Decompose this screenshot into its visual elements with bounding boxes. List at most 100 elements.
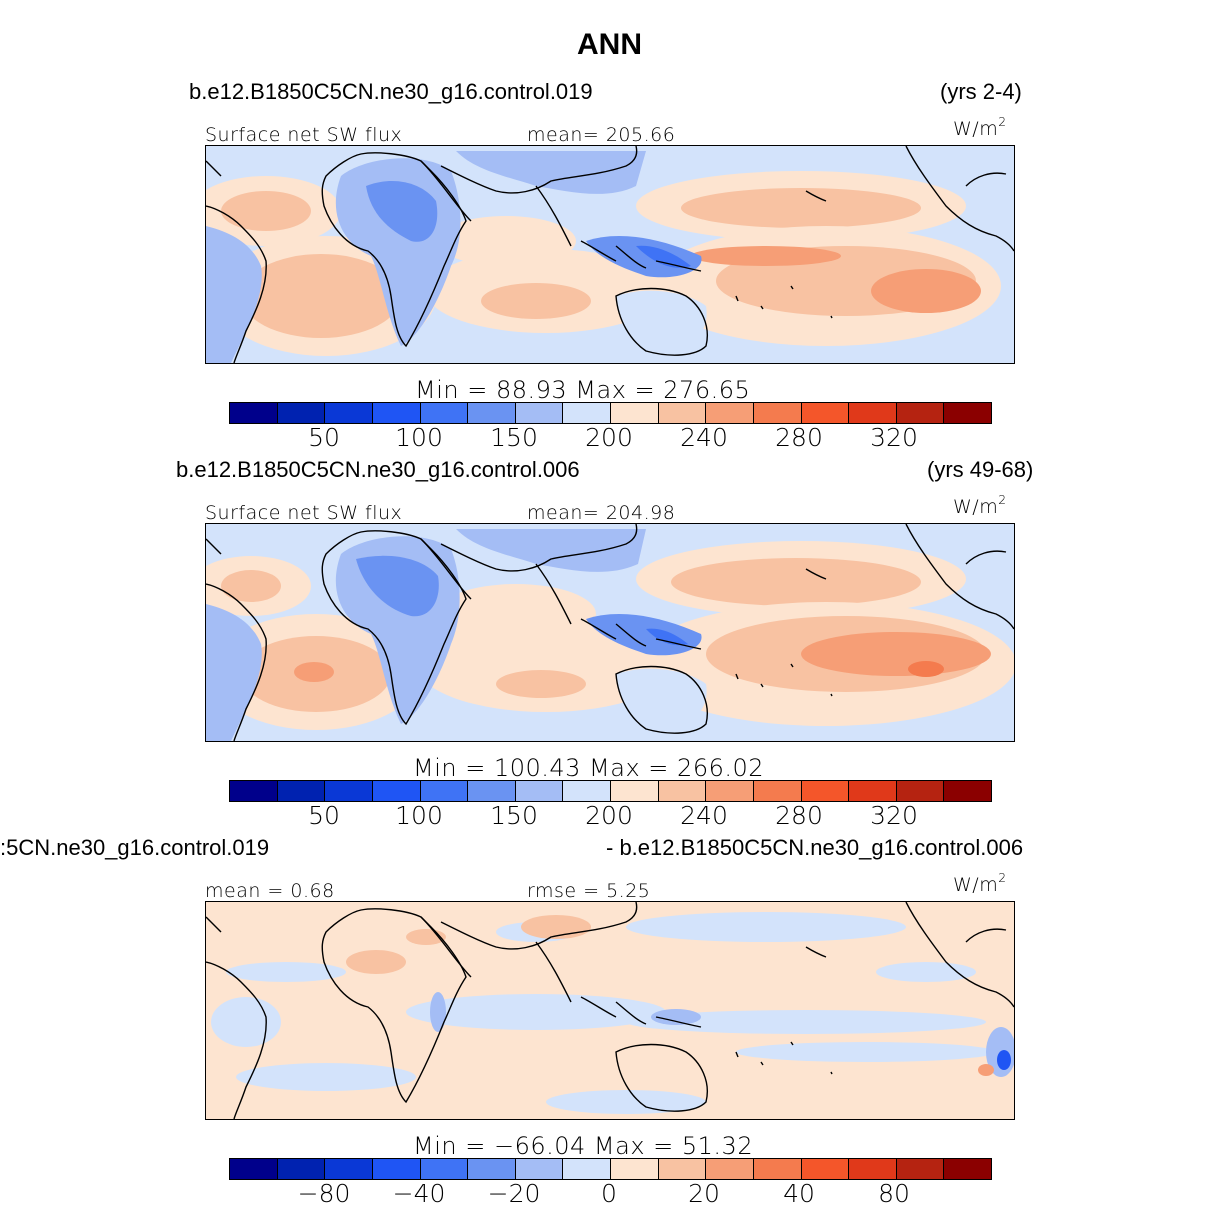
- panel-2-years: (yrs 49-68): [927, 457, 1034, 482]
- p1-cbar-box-8: [563, 403, 611, 423]
- p3-tick-7: 80: [878, 1179, 910, 1208]
- panel-2-map: [205, 523, 1015, 742]
- p2-cbar-box-16: [944, 781, 991, 801]
- p2-tick-3: 150: [490, 801, 538, 830]
- p2-tick-1: 50: [308, 801, 340, 830]
- p2-cbar-box-3: [325, 781, 373, 801]
- p1-cbar-box-1: [230, 403, 278, 423]
- p2-cbar-box-7: [515, 781, 564, 801]
- p3-cbar-box-6: [468, 1159, 516, 1179]
- panel-3-colorbar: [229, 1158, 992, 1180]
- panel-2-minmax: Min = 100.43 Max = 266.02: [413, 754, 765, 782]
- p1-cbar-box-2: [277, 403, 326, 423]
- p1-asia-low: [456, 151, 646, 194]
- p3-cbar-box-2: [277, 1159, 326, 1179]
- p3-cbar-box-10: [658, 1159, 707, 1179]
- p2-cbar-box-1: [230, 781, 278, 801]
- panel-3-case-right: - b.e12.B1850C5CN.ne30_g16.control.006: [606, 835, 1024, 860]
- p1-cbar-box-5: [420, 403, 469, 423]
- panel-3-map-svg: [206, 902, 1014, 1119]
- panel-3-case-left: :5CN.ne30_g16.control.019: [0, 835, 270, 860]
- p3-cbar-box-1: [230, 1159, 278, 1179]
- panel-2-colorbar: [229, 780, 992, 802]
- p1-cbar-box-12: [753, 403, 802, 423]
- p2-tick-7: 320: [870, 801, 918, 830]
- p2-cbar-box-10: [658, 781, 707, 801]
- p2-tick-5: 240: [680, 801, 728, 830]
- p3-cbar-box-7: [515, 1159, 564, 1179]
- p3-cbar-box-5: [420, 1159, 469, 1179]
- p2-cbar-box-5: [420, 781, 469, 801]
- p3-tick-4: 0: [601, 1179, 617, 1208]
- p3-cbar-box-9: [611, 1159, 659, 1179]
- p1-cbar-box-10: [658, 403, 707, 423]
- p2-cbar-box-4: [372, 781, 421, 801]
- panel-3-map: [205, 901, 1015, 1120]
- p1-tick-6: 280: [775, 423, 823, 452]
- p2-maritime-low: [586, 614, 702, 656]
- p1-cbar-box-3: [325, 403, 373, 423]
- p1-tick-2: 100: [395, 423, 443, 452]
- p1-cbar-box-7: [515, 403, 564, 423]
- p1-tick-1: 50: [308, 423, 340, 452]
- panel-1-case-name: b.e12.B1850C5CN.ne30_g16.control.019: [189, 79, 593, 104]
- panel-1-mean: mean= 205.66: [527, 124, 676, 146]
- p2-field-arabian: [436, 584, 596, 644]
- p3-tick-3: −20: [487, 1179, 541, 1208]
- p1-tick-5: 240: [680, 423, 728, 452]
- page-title: ANN: [577, 28, 642, 61]
- p2-cbar-box-6: [468, 781, 516, 801]
- p1-cbar-box-16: [944, 403, 991, 423]
- p1-tick-3: 150: [490, 423, 538, 452]
- p1-cbar-box-11: [706, 403, 754, 423]
- p2-cbar-box-13: [801, 781, 850, 801]
- p2-samerica: [206, 604, 262, 741]
- p2-cbar-box-12: [753, 781, 802, 801]
- panel-3-mean: mean = 0.68: [205, 880, 335, 902]
- p1-cbar-box-13: [801, 403, 850, 423]
- p3-cbar-box-8: [563, 1159, 611, 1179]
- panel-1-variable: Surface net SW flux: [205, 124, 403, 146]
- panel-1-minmax: Min = 88.93 Max = 276.65: [415, 376, 751, 404]
- panel-1-colorbar: [229, 402, 992, 424]
- p3-cbar-box-16: [944, 1159, 991, 1179]
- p1-cbar-box-6: [468, 403, 516, 423]
- p1-samerica: [206, 226, 262, 363]
- p3-tick-5: 20: [688, 1179, 720, 1208]
- p3-cbar-box-12: [753, 1159, 802, 1179]
- panel-2-variable: Surface net SW flux: [205, 502, 403, 524]
- p2-cbar-box-2: [277, 781, 326, 801]
- p2-cbar-box-9: [611, 781, 659, 801]
- p2-cbar-box-11: [706, 781, 754, 801]
- p1-cbar-box-14: [849, 403, 897, 423]
- p2-tick-6: 280: [775, 801, 823, 830]
- p1-tick-7: 320: [870, 423, 918, 452]
- p2-cbar-box-8: [563, 781, 611, 801]
- p1-cbar-box-9: [611, 403, 659, 423]
- p2-tick-2: 100: [395, 801, 443, 830]
- p3-field-1: [406, 994, 666, 1030]
- p1-field-arabian: [436, 216, 576, 266]
- p3-cbar-box-14: [849, 1159, 897, 1179]
- panel-1-units: W/m2: [953, 115, 1007, 140]
- p3-tick-2: −40: [392, 1179, 446, 1208]
- p2-asia-low: [456, 529, 646, 572]
- panel-2-units: W/m2: [953, 493, 1007, 518]
- p3-cbar-box-11: [706, 1159, 754, 1179]
- p3-tick-1: −80: [297, 1179, 351, 1208]
- p1-cbar-box-4: [372, 403, 421, 423]
- p1-tick-4: 200: [585, 423, 633, 452]
- p1-cbar-box-15: [896, 403, 945, 423]
- panel-3-units: W/m2: [953, 871, 1007, 896]
- p2-cbar-box-14: [849, 781, 897, 801]
- p3-cbar-box-13: [801, 1159, 850, 1179]
- panel-1-map: [205, 145, 1015, 364]
- panel-3-minmax: Min = −66.04 Max = 51.32: [413, 1132, 754, 1160]
- panel-1-years: (yrs 2-4): [940, 79, 1022, 104]
- panel-2-mean: mean= 204.98: [527, 502, 676, 524]
- p2-cbar-box-15: [896, 781, 945, 801]
- p3-cbar-box-15: [896, 1159, 945, 1179]
- panel-2-case-name: b.e12.B1850C5CN.ne30_g16.control.006: [176, 457, 580, 482]
- p3-tick-6: 40: [783, 1179, 815, 1208]
- p3-cbar-box-3: [325, 1159, 373, 1179]
